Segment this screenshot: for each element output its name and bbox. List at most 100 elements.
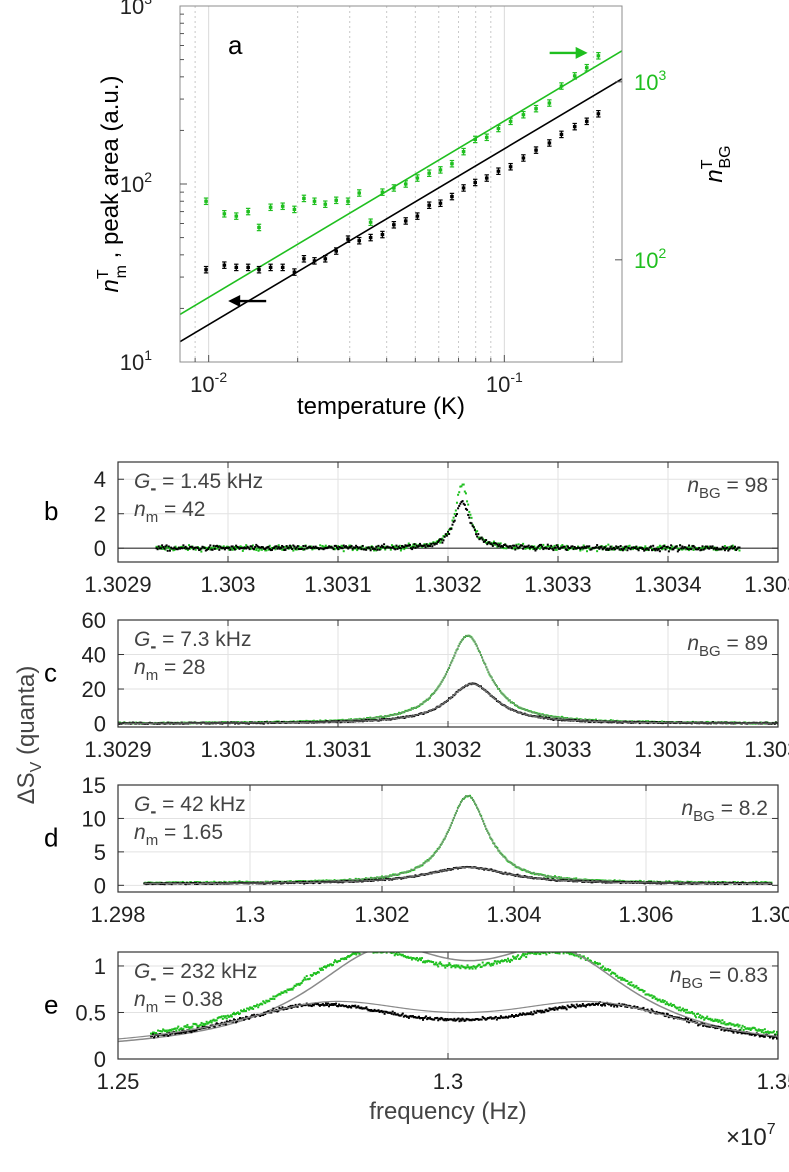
data-point [476,964,479,967]
data-point [524,546,527,549]
data-point [535,953,538,956]
data-point [301,547,304,550]
data-point [575,717,578,720]
x-tick-label: 1.3034 [634,737,701,762]
data-point [684,546,687,549]
data-point [163,883,166,886]
data-point [593,960,596,963]
data-point [541,545,544,548]
data-point [547,141,552,145]
data-point [330,546,333,549]
data-point [320,967,323,970]
data-point [507,959,510,962]
data-point [563,545,566,548]
data-point [185,1030,188,1033]
data-point [429,542,432,545]
data-point [398,547,401,550]
data-point [327,1005,330,1008]
data-point [419,957,422,960]
data-point [236,1011,239,1014]
data-point [396,953,399,956]
data-point [483,868,486,871]
data-point [183,547,186,550]
data-point [270,546,273,549]
data-point [224,1023,227,1026]
data-point [395,544,398,547]
data-point [710,546,713,549]
data-point [492,540,495,543]
data-point [396,547,399,550]
data-point [290,545,293,548]
data-point [734,545,737,548]
data-point [429,960,432,963]
data-point [408,956,411,959]
data-point [195,1023,198,1026]
data-point [278,547,281,550]
data-point [575,877,578,880]
data-point [324,1002,327,1005]
data-point [361,1007,364,1010]
data-point [356,549,359,552]
data-point [556,949,558,951]
data-point [311,1003,314,1006]
data-point [642,990,645,993]
data-point [208,1026,211,1029]
data-point [477,533,480,536]
data-point [256,1003,259,1006]
data-point [192,548,195,551]
data-point [653,995,656,998]
data-point [660,882,663,885]
data-point [418,542,421,545]
data-point [381,545,384,548]
data-point [161,1030,164,1033]
data-point [545,545,548,548]
data-point [385,1010,388,1013]
data-point [402,1015,405,1018]
data-point [668,546,671,549]
data-point [624,545,627,548]
data-point [391,1010,394,1013]
data-point [209,548,212,551]
data-point [458,966,461,969]
data-point [216,544,219,547]
data-point [552,547,555,550]
data-point [312,972,315,975]
data-point [257,268,261,272]
data-point [582,544,585,547]
data-point [485,962,488,965]
data-point [415,956,418,959]
data-point [269,549,272,552]
data-point [586,957,589,960]
data-point [501,545,504,548]
data-point [179,1028,182,1031]
data-point [405,1015,408,1018]
data-point [296,545,299,548]
data-point [448,532,451,535]
data-point [660,545,663,548]
data-point [405,715,408,718]
data-point [588,547,591,550]
data-point [207,1021,210,1024]
data-point [390,1012,393,1015]
data-point [677,1009,680,1012]
data-point [195,1029,198,1032]
data-point [204,199,208,203]
data-point [680,1008,683,1011]
data-point [360,548,363,551]
data-point [402,545,405,548]
x-tick-label: 1.3031 [304,572,371,597]
data-point [654,549,657,552]
data-point [269,997,272,1000]
data-point [361,547,364,550]
data-point [501,872,504,875]
data-point [481,961,484,964]
data-point [363,879,366,882]
data-point [442,964,445,967]
data-point [456,965,459,968]
data-point [672,548,675,551]
data-point [284,548,287,551]
data-point [589,548,592,551]
data-point [615,547,618,550]
data-point [667,546,670,549]
data-point [424,961,427,964]
